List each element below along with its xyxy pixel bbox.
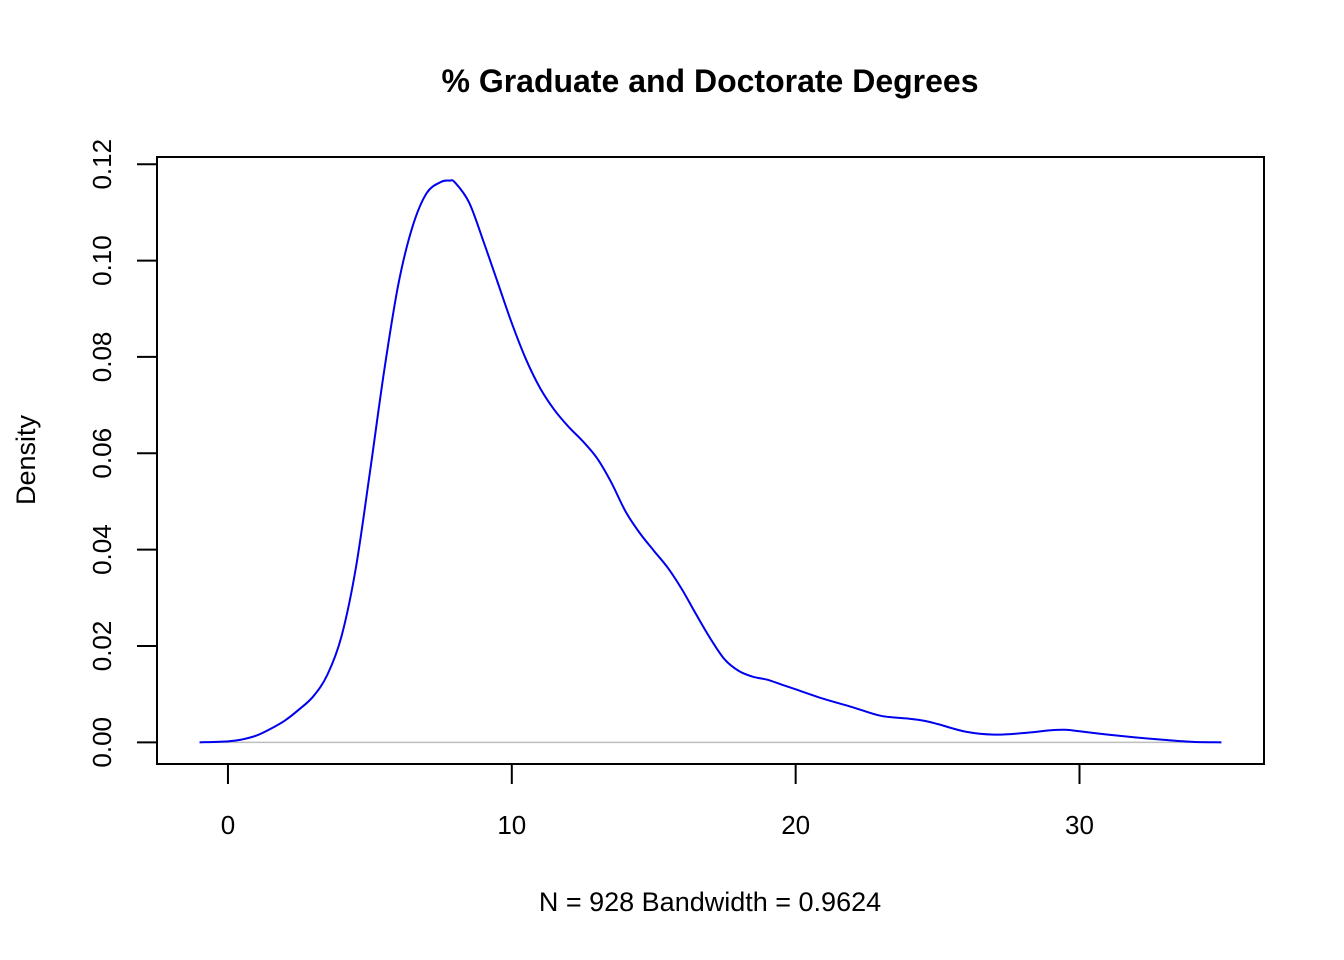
y-tick-label: 0.00 — [87, 717, 117, 768]
chart-title: % Graduate and Doctorate Degrees — [441, 63, 978, 99]
x-axis-label: N = 928 Bandwidth = 0.9624 — [539, 887, 881, 917]
y-axis: 0.00 0.02 0.04 0.06 0.08 0.10 0.12 — [87, 139, 158, 768]
y-axis-label: Density — [11, 414, 41, 505]
x-tick-label: 0 — [221, 810, 235, 840]
density-curve — [199, 179, 1222, 744]
y-tick-label: 0.06 — [87, 428, 117, 479]
plot-frame — [156, 156, 1265, 765]
y-tick-label: 0.04 — [87, 524, 117, 575]
x-tick-label: 20 — [781, 810, 810, 840]
x-tick-label: 30 — [1065, 810, 1094, 840]
x-axis: 0 10 20 30 — [221, 763, 1094, 840]
y-tick-label: 0.02 — [87, 621, 117, 672]
y-tick-label: 0.08 — [87, 332, 117, 383]
y-tick-label: 0.12 — [87, 139, 117, 190]
x-tick-label: 10 — [497, 810, 526, 840]
y-tick-label: 0.10 — [87, 235, 117, 286]
